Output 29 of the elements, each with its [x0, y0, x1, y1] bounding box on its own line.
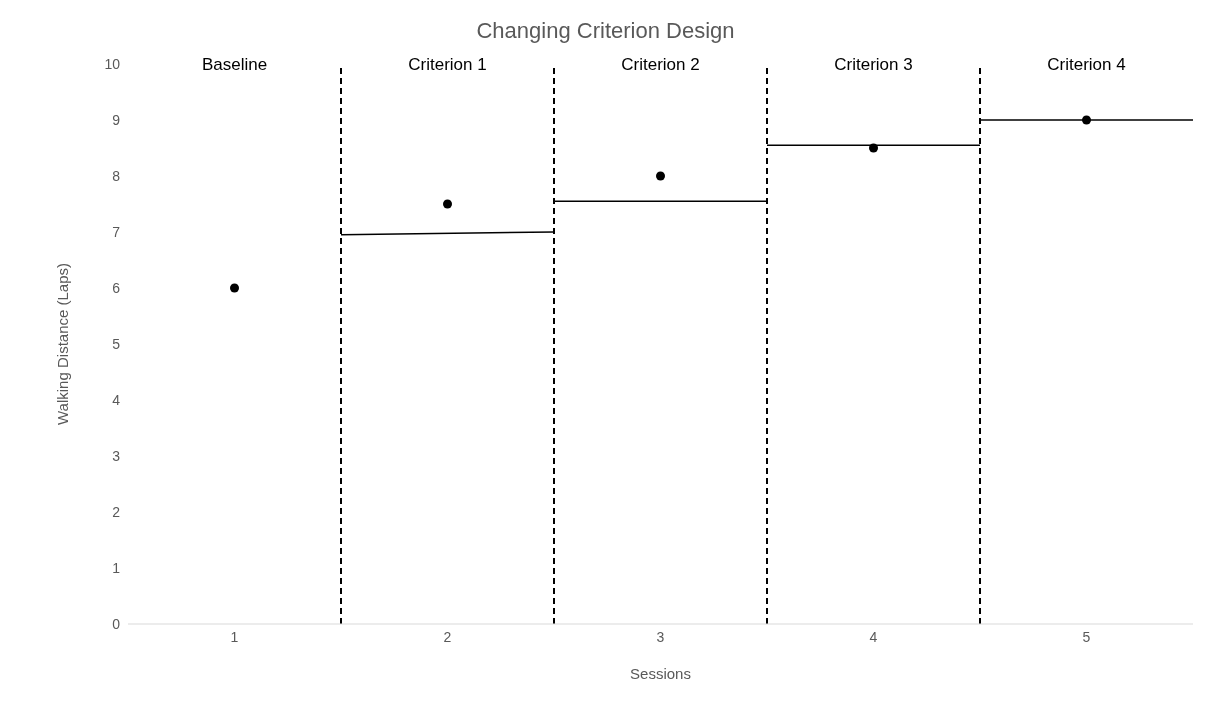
y-tick-label: 7: [112, 223, 121, 240]
annotation: Criterion 3: [834, 55, 913, 75]
y-axis-title: Walking Distance (Laps): [54, 262, 72, 426]
x-tick-label: 3: [656, 628, 665, 645]
annotation: Criterion 1: [408, 55, 487, 75]
x-tick-label: 2: [443, 628, 452, 645]
annotation: Criterion 2: [621, 55, 700, 75]
y-tick-label: 9: [112, 111, 121, 128]
y-tick-label: 5: [112, 335, 121, 352]
y-tick-label: 4: [112, 391, 121, 408]
x-axis-title: Sessions: [630, 665, 691, 682]
x-tick-label: 4: [869, 628, 878, 645]
x-tick-label: 1: [230, 628, 239, 645]
point: [655, 171, 666, 181]
y-tick-label: 0: [112, 615, 121, 632]
y-tick-label: 3: [112, 447, 121, 464]
annotation: Criterion 4: [1047, 55, 1126, 75]
x-tick-label: 5: [1082, 628, 1091, 645]
y-tick-label: 2: [112, 503, 121, 520]
y-tick-label: 1: [112, 559, 121, 576]
chart-title: Changing Criterion Design: [475, 18, 736, 44]
y-tick-label: 6: [112, 279, 121, 296]
point: [442, 199, 453, 209]
point: [1081, 115, 1092, 125]
y-tick-label: 10: [104, 55, 121, 72]
y-tick-label: 8: [112, 167, 121, 184]
point: [229, 283, 240, 293]
point: [868, 143, 879, 153]
annotation: Baseline: [201, 55, 268, 75]
